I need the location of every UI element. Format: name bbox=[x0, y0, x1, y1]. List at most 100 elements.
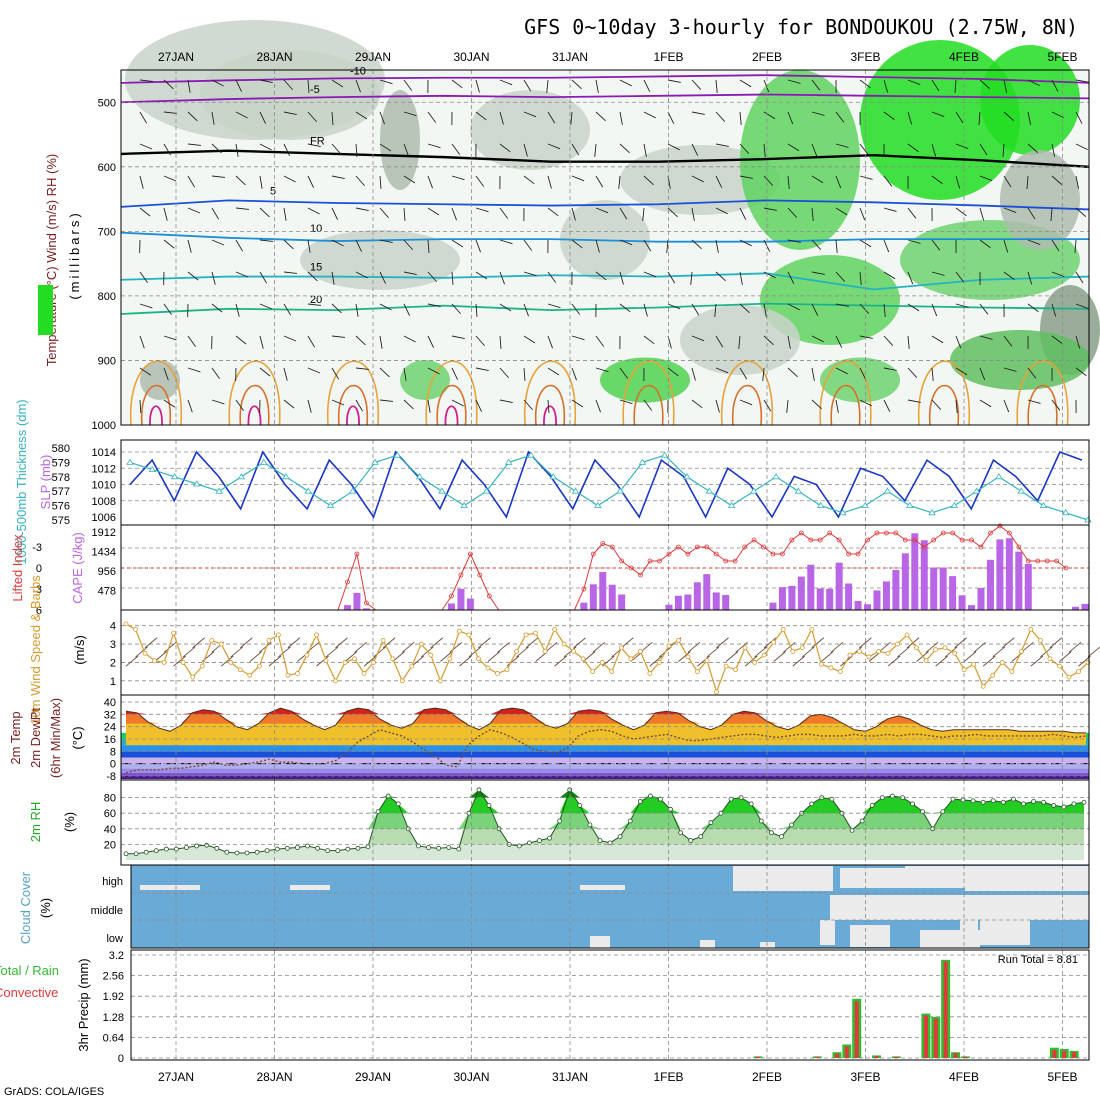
wind-barb bbox=[715, 367, 729, 374]
rh-point bbox=[597, 838, 603, 843]
surface-barb bbox=[801, 646, 815, 658]
wind-barb bbox=[235, 399, 244, 411]
tick-label: 32 bbox=[104, 709, 116, 721]
wind-speed-point bbox=[971, 661, 977, 667]
lifted-index-point bbox=[742, 544, 748, 550]
surface-barb bbox=[573, 637, 586, 649]
thickness-point bbox=[995, 473, 1003, 480]
wind-axis-name: 10m Wind Speed & Barbs bbox=[28, 575, 43, 725]
wind-barb bbox=[235, 143, 239, 157]
surface-contour bbox=[129, 360, 183, 426]
temp-band bbox=[121, 696, 1089, 702]
wind-barb bbox=[763, 207, 777, 211]
thickness-point bbox=[616, 487, 624, 494]
thickness-point bbox=[972, 487, 981, 494]
wind-speed-point bbox=[152, 658, 157, 663]
wind-barb bbox=[163, 175, 177, 182]
wind-barb bbox=[979, 335, 993, 340]
tick-label: 60 bbox=[104, 808, 116, 820]
wind-speed-point bbox=[199, 663, 205, 669]
cape-bar bbox=[343, 605, 351, 610]
wind-barb bbox=[690, 271, 693, 285]
lifted-index-point bbox=[619, 558, 625, 564]
lifted-index-point bbox=[590, 551, 596, 557]
surface-barb bbox=[678, 651, 691, 662]
wind-speed-point bbox=[409, 663, 415, 669]
wind-barb bbox=[331, 239, 344, 247]
wind-barb bbox=[546, 79, 549, 93]
surface-barb bbox=[459, 655, 472, 667]
wind-barb bbox=[379, 175, 382, 189]
wind-speed-point bbox=[999, 660, 1005, 665]
surface-contour bbox=[523, 360, 577, 426]
thickness-point bbox=[883, 487, 892, 494]
wind-barb bbox=[259, 111, 266, 124]
surface-barb bbox=[144, 637, 158, 649]
surface-barb bbox=[792, 655, 806, 667]
wind-barb bbox=[211, 79, 224, 87]
lifted-index-point bbox=[1063, 565, 1069, 571]
wind-barb bbox=[571, 399, 584, 408]
wind-barb bbox=[259, 175, 263, 189]
wind-barb bbox=[835, 207, 848, 216]
surface-barb bbox=[220, 655, 234, 667]
wind-barb bbox=[235, 239, 243, 252]
wind-barb bbox=[547, 111, 556, 124]
surface-barb bbox=[354, 641, 367, 653]
lifted-index-point bbox=[865, 537, 870, 543]
surface-barb bbox=[554, 655, 567, 667]
wind-barbs bbox=[139, 79, 1089, 414]
temp-band bbox=[121, 757, 1089, 764]
wind-barb bbox=[643, 111, 656, 119]
wind-speed-point bbox=[218, 641, 224, 647]
cape-bar bbox=[618, 594, 626, 610]
wind-barb bbox=[715, 143, 729, 147]
surface-barb bbox=[125, 655, 139, 667]
precip-axis-name: Total / Rain bbox=[0, 963, 59, 978]
cape-bar bbox=[722, 594, 730, 610]
wind-barb bbox=[1075, 271, 1084, 284]
lifted-index-point bbox=[638, 572, 643, 578]
cape-bar bbox=[845, 583, 853, 610]
wind-speed-point bbox=[142, 650, 148, 656]
thickness-point bbox=[660, 451, 669, 458]
rh-point bbox=[708, 820, 714, 825]
wind-barb bbox=[427, 399, 431, 413]
rh-point bbox=[658, 796, 663, 802]
surface-barb bbox=[592, 641, 606, 653]
wind-speed-point bbox=[923, 658, 929, 663]
surface-barb bbox=[935, 655, 948, 667]
wind-barb bbox=[954, 79, 957, 93]
wind-speed-point bbox=[771, 639, 777, 645]
precip-panel: Total / Rain Convective 3hr Precip (mm) … bbox=[0, 949, 1090, 1065]
wind-speed-point bbox=[895, 641, 900, 647]
wind-speed-point bbox=[742, 645, 748, 651]
wind-speed-point bbox=[809, 626, 815, 632]
wind-barb bbox=[355, 143, 358, 157]
cape-bar bbox=[797, 576, 805, 610]
wind-barb bbox=[835, 175, 842, 189]
lifted-index-point bbox=[798, 530, 804, 536]
surface-barb bbox=[773, 651, 786, 662]
precip-convective-bar bbox=[923, 1015, 928, 1058]
wind-barb bbox=[1027, 111, 1032, 125]
wind-barb bbox=[667, 143, 680, 151]
thickness-point bbox=[861, 501, 869, 508]
tick-label: 8 bbox=[110, 746, 116, 758]
wind-speed-point bbox=[285, 672, 291, 678]
wind-barb bbox=[235, 111, 248, 119]
wind-barb bbox=[1075, 143, 1088, 151]
isotherm-line bbox=[120, 74, 1090, 84]
wind-speed-point bbox=[437, 678, 443, 684]
wind-barb bbox=[139, 175, 144, 189]
cape-bar bbox=[901, 553, 909, 610]
wind-speed-point bbox=[361, 671, 367, 676]
tick-label: 700 bbox=[98, 226, 116, 238]
surface-barb bbox=[449, 641, 463, 653]
wind-barb bbox=[139, 367, 152, 376]
cloud-cell bbox=[733, 866, 833, 891]
wind-barb bbox=[714, 303, 717, 317]
date-label-top: 30JAN bbox=[453, 50, 489, 64]
wind-speed-point bbox=[342, 660, 348, 665]
wind-barb bbox=[619, 239, 633, 246]
